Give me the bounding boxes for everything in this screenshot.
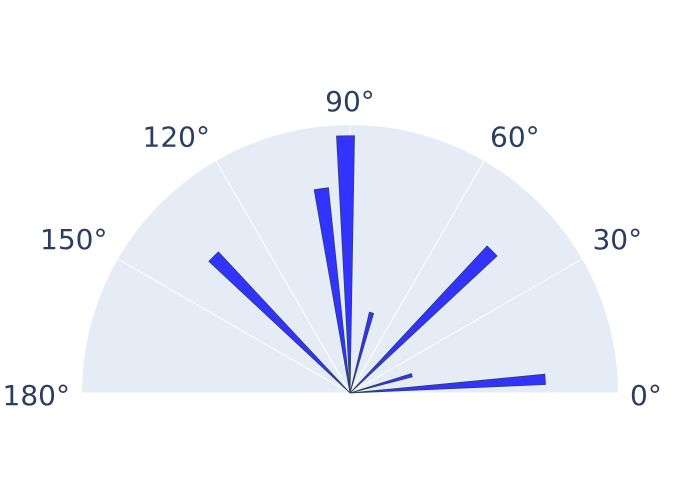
tick-label-90: 90° xyxy=(325,85,375,118)
tick-label-0: 0° xyxy=(630,379,662,412)
angular-tick-labels: 0° 30° 60° 90° 120° 150° 180° xyxy=(3,85,662,412)
tick-label-60: 60° xyxy=(490,121,540,154)
bar-5 xyxy=(313,187,351,394)
gridline-30 xyxy=(349,258,583,394)
bar-0 xyxy=(349,373,546,394)
tick-label-120: 120° xyxy=(143,121,210,154)
gridline-60 xyxy=(349,160,485,394)
tick-label-180: 180° xyxy=(3,379,70,412)
tick-label-150: 150° xyxy=(40,223,107,256)
tick-label-30: 30° xyxy=(592,223,642,256)
bar-4 xyxy=(336,135,355,394)
gridline-150 xyxy=(117,258,351,394)
bar-6 xyxy=(208,251,351,394)
bar-1 xyxy=(349,373,413,394)
bar-3 xyxy=(349,311,375,394)
gridline-120 xyxy=(215,160,351,394)
bar-2 xyxy=(349,245,498,394)
bar-series xyxy=(208,135,546,394)
